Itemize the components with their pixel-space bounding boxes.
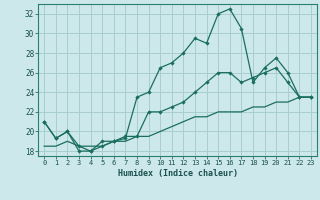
X-axis label: Humidex (Indice chaleur): Humidex (Indice chaleur) (118, 169, 238, 178)
